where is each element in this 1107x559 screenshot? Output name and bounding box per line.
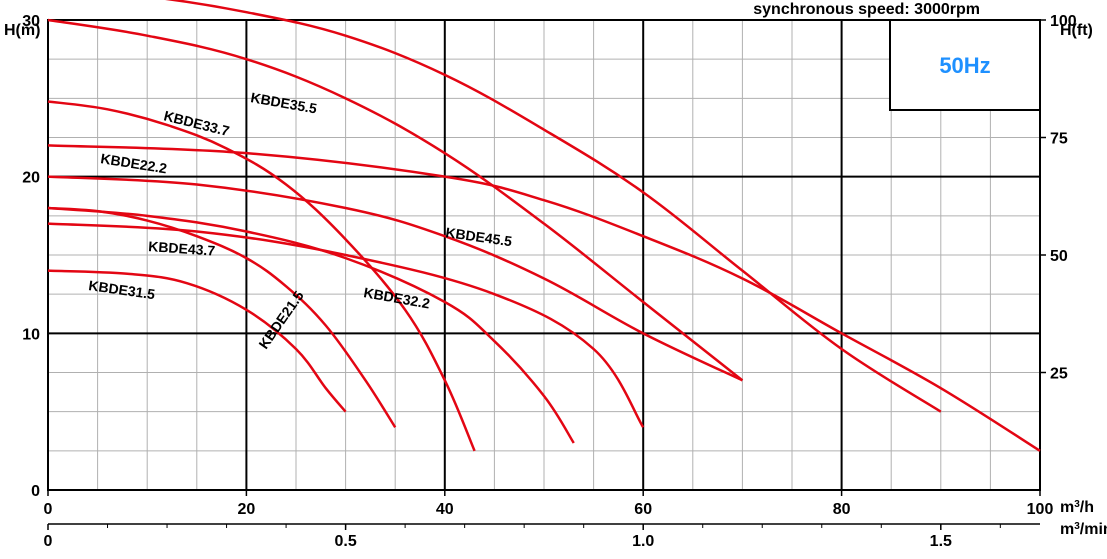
y-left-title: H(m) [4, 22, 40, 39]
chart-svg: KBDE35.5KBDE33.7KBDE22.2KBDE45.5KBDE43.7… [0, 0, 1107, 559]
pump-curve-chart: { "chart": { "type": "line", "background… [0, 0, 1107, 559]
y-right-tick: 75 [1050, 131, 1068, 148]
x1-tick: 20 [238, 501, 256, 518]
y-left-tick: 20 [22, 170, 40, 187]
x2-tick: 1.0 [632, 533, 654, 550]
sync-speed-note: synchronous speed: 3000rpm [753, 1, 980, 18]
x1-tick: 0 [44, 501, 53, 518]
x1-tick: 40 [436, 501, 454, 518]
y-left-tick: 10 [22, 326, 40, 343]
y-left-tick: 0 [31, 483, 40, 500]
y-right-tick: 25 [1050, 366, 1068, 383]
x1-tick: 100 [1027, 501, 1054, 518]
y-right-title: H(ft) [1060, 22, 1093, 39]
x2-tick: 1.5 [930, 533, 952, 550]
x2-unit: m3/min [1060, 521, 1107, 539]
freq-label: 50Hz [939, 53, 990, 78]
x1-tick: 60 [634, 501, 652, 518]
x2-tick: 0.5 [334, 533, 356, 550]
x2-tick: 0 [44, 533, 53, 550]
x1-tick: 80 [833, 501, 851, 518]
y-right-tick: 50 [1050, 248, 1068, 265]
